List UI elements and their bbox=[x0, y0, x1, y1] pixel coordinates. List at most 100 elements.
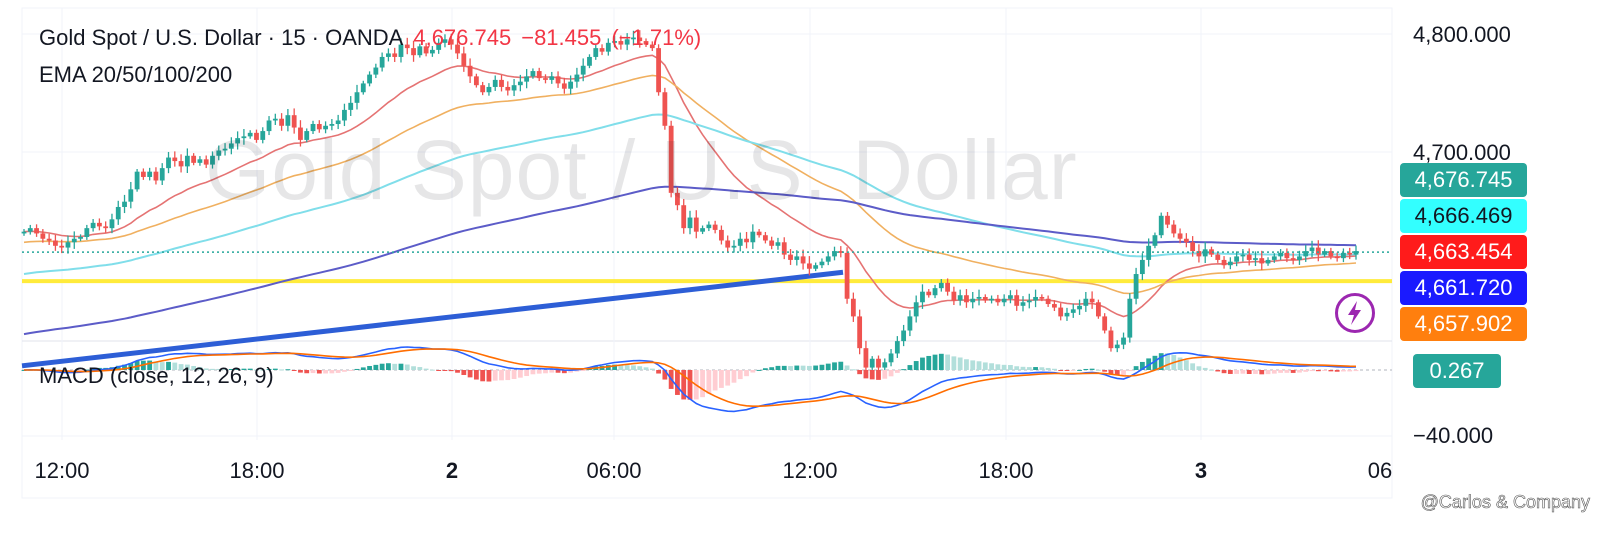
candle-body[interactable] bbox=[612, 41, 618, 43]
candle-body[interactable] bbox=[122, 201, 127, 207]
candle-body[interactable] bbox=[970, 298, 976, 303]
candle-body[interactable] bbox=[844, 252, 850, 299]
candle-body[interactable] bbox=[888, 353, 894, 363]
candle-body[interactable] bbox=[712, 224, 718, 230]
candle-body[interactable] bbox=[1095, 302, 1101, 317]
candle-body[interactable] bbox=[1353, 251, 1359, 255]
candle-body[interactable] bbox=[1177, 233, 1183, 239]
candle-body[interactable] bbox=[291, 115, 297, 128]
candle-body[interactable] bbox=[178, 161, 184, 167]
candle-body[interactable] bbox=[530, 71, 536, 77]
candle-body[interactable] bbox=[706, 224, 712, 229]
candle-body[interactable] bbox=[310, 124, 316, 132]
candle-body[interactable] bbox=[1297, 256, 1302, 260]
candle-body[interactable] bbox=[367, 74, 372, 84]
symbol-title[interactable]: Gold Spot / U.S. Dollar · 15 · OANDA bbox=[39, 25, 404, 50]
candle-body[interactable] bbox=[587, 56, 592, 66]
candle-body[interactable] bbox=[254, 132, 259, 140]
candle-body[interactable] bbox=[1158, 215, 1164, 236]
candle-body[interactable] bbox=[1139, 259, 1145, 275]
candle-body[interactable] bbox=[744, 238, 749, 243]
trend-line[interactable] bbox=[21, 269, 844, 369]
candle-body[interactable] bbox=[932, 288, 938, 296]
candle-body[interactable] bbox=[1001, 298, 1007, 303]
candle-body[interactable] bbox=[775, 242, 781, 246]
candle-body[interactable] bbox=[1008, 295, 1013, 299]
candle-body[interactable] bbox=[272, 118, 278, 121]
candle-body[interactable] bbox=[235, 138, 241, 144]
candle-body[interactable] bbox=[1083, 298, 1089, 306]
candle-body[interactable] bbox=[1152, 235, 1158, 246]
candle-body[interactable] bbox=[1114, 344, 1120, 349]
candle-body[interactable] bbox=[1290, 258, 1296, 260]
candle-body[interactable] bbox=[618, 41, 624, 45]
candle-body[interactable] bbox=[442, 39, 448, 43]
candle-body[interactable] bbox=[938, 282, 944, 289]
candle-body[interactable] bbox=[869, 358, 875, 368]
candle-body[interactable] bbox=[876, 358, 881, 368]
candle-body[interactable] bbox=[561, 83, 567, 89]
candle-body[interactable] bbox=[1334, 256, 1340, 259]
candle-body[interactable] bbox=[65, 242, 71, 248]
candle-body[interactable] bbox=[486, 86, 492, 93]
candle-body[interactable] bbox=[637, 37, 643, 42]
candle-body[interactable] bbox=[838, 251, 844, 253]
candle-body[interactable] bbox=[436, 42, 442, 50]
candle-body[interactable] bbox=[1253, 258, 1258, 260]
candle-body[interactable] bbox=[731, 245, 737, 248]
candle-body[interactable] bbox=[1259, 258, 1265, 264]
candle-body[interactable] bbox=[719, 229, 724, 241]
candle-body[interactable] bbox=[386, 53, 391, 57]
candle-body[interactable] bbox=[1171, 224, 1177, 234]
candle-body[interactable] bbox=[40, 233, 46, 239]
candle-body[interactable] bbox=[832, 251, 837, 257]
candle-body[interactable] bbox=[285, 115, 291, 126]
candle-body[interactable] bbox=[59, 245, 65, 248]
candle-body[interactable] bbox=[687, 217, 693, 229]
candle-body[interactable] bbox=[247, 132, 253, 137]
candle-body[interactable] bbox=[593, 48, 599, 57]
candle-body[interactable] bbox=[700, 228, 705, 232]
candle-body[interactable] bbox=[96, 222, 102, 227]
candle-body[interactable] bbox=[115, 206, 121, 220]
candle-body[interactable] bbox=[499, 79, 504, 87]
candle-body[interactable] bbox=[668, 125, 674, 193]
candle-body[interactable] bbox=[1052, 304, 1057, 308]
candle-body[interactable] bbox=[656, 48, 661, 93]
candle-body[interactable] bbox=[675, 192, 680, 206]
candle-body[interactable] bbox=[806, 263, 812, 269]
candle-body[interactable] bbox=[21, 231, 27, 234]
candle-body[interactable] bbox=[1070, 309, 1076, 313]
candle-body[interactable] bbox=[1322, 251, 1327, 255]
candle-body[interactable] bbox=[1209, 249, 1214, 255]
candle-body[interactable] bbox=[429, 49, 435, 54]
candle-body[interactable] bbox=[945, 282, 951, 292]
candle-body[interactable] bbox=[794, 256, 800, 260]
candle-body[interactable] bbox=[379, 56, 385, 68]
candle-body[interactable] bbox=[1221, 259, 1227, 266]
candle-body[interactable] bbox=[348, 102, 354, 110]
candle-body[interactable] bbox=[266, 120, 272, 132]
candle-body[interactable] bbox=[172, 157, 178, 162]
candle-body[interactable] bbox=[1215, 254, 1221, 260]
candle-body[interactable] bbox=[53, 240, 58, 246]
candle-body[interactable] bbox=[1127, 298, 1133, 338]
candle-body[interactable] bbox=[543, 78, 548, 80]
candle-body[interactable] bbox=[631, 37, 636, 40]
candle-body[interactable] bbox=[203, 159, 209, 165]
candle-body[interactable] bbox=[989, 298, 994, 301]
candle-body[interactable] bbox=[982, 296, 988, 301]
candle-body[interactable] bbox=[329, 124, 335, 126]
candle-body[interactable] bbox=[920, 291, 925, 303]
candle-body[interactable] bbox=[624, 39, 630, 45]
candle-body[interactable] bbox=[423, 46, 429, 54]
candle-body[interactable] bbox=[373, 67, 379, 75]
candle-body[interactable] bbox=[1278, 252, 1284, 257]
candle-body[interactable] bbox=[964, 295, 969, 303]
candle-body[interactable] bbox=[191, 155, 197, 163]
candle-body[interactable] bbox=[1328, 251, 1334, 257]
candle-body[interactable] bbox=[27, 228, 33, 232]
candle-body[interactable] bbox=[1026, 300, 1032, 303]
candle-body[interactable] bbox=[197, 159, 203, 163]
